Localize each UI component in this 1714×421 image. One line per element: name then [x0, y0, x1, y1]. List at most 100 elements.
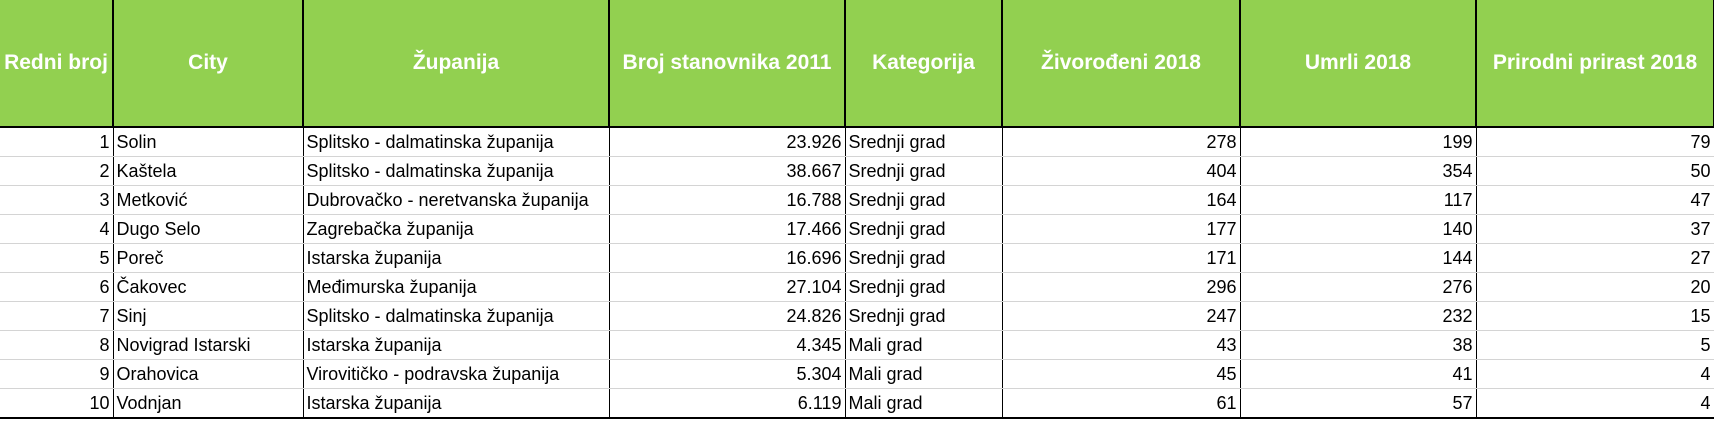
- table-cell: 7: [0, 301, 114, 331]
- table-cell: 8: [0, 330, 114, 360]
- table-cell: 61: [1002, 388, 1241, 419]
- table-cell: Dubrovačko - neretvanska županija: [303, 185, 610, 215]
- table-cell: 43: [1002, 330, 1241, 360]
- table-cell: 38: [1240, 330, 1477, 360]
- table-row: 2 Kaštela Splitsko - dalmatinska županija 3…: [0, 156, 1714, 186]
- table-cell: 57: [1240, 388, 1477, 419]
- table-row: 8 Novigrad Istarski Istarska županija 4.345…: [0, 330, 1714, 360]
- table-cell: 37: [1476, 214, 1714, 244]
- table-cell: Vodnjan: [113, 388, 304, 419]
- table-cell: 199: [1240, 127, 1477, 157]
- table-cell: Istarska županija: [303, 388, 610, 419]
- column-header: Prirodni prirast 2018: [1476, 0, 1714, 128]
- table-cell: 9: [0, 359, 114, 389]
- table-cell: 278: [1002, 127, 1241, 157]
- table-row: 6 Čakovec Međimurska županija 27.104 Srednji…: [0, 272, 1714, 302]
- table-cell: Srednji grad: [845, 127, 1003, 157]
- table-cell: 27.104: [609, 272, 846, 302]
- table-cell: Srednji grad: [845, 272, 1003, 302]
- table-cell: 296: [1002, 272, 1241, 302]
- table-cell: Čakovec: [113, 272, 304, 302]
- table-cell: Sinj: [113, 301, 304, 331]
- table-cell: 117: [1240, 185, 1477, 215]
- table-cell: 232: [1240, 301, 1477, 331]
- table-row: 4 Dugo Selo Zagrebačka županija 17.466 Sredn…: [0, 214, 1714, 244]
- table-row: 5 Poreč Istarska županija 16.696 Srednji gra…: [0, 243, 1714, 273]
- table-cell: 4: [1476, 388, 1714, 419]
- table-cell: Srednji grad: [845, 214, 1003, 244]
- table-cell: Metković: [113, 185, 304, 215]
- table-cell: 3: [0, 185, 114, 215]
- column-header: Kategorija: [845, 0, 1003, 128]
- table-cell: Kaštela: [113, 156, 304, 186]
- table-cell: Zagrebačka županija: [303, 214, 610, 244]
- column-header: Županija: [303, 0, 610, 128]
- table-cell: 171: [1002, 243, 1241, 273]
- column-header: Umrli 2018: [1240, 0, 1477, 128]
- table-cell: Mali grad: [845, 359, 1003, 389]
- table-cell: Dugo Selo: [113, 214, 304, 244]
- column-header: Broj stanovnika 2011: [609, 0, 846, 128]
- table-cell: Mali grad: [845, 388, 1003, 419]
- table-cell: 177: [1002, 214, 1241, 244]
- table-cell: 2: [0, 156, 114, 186]
- table-cell: 4: [0, 214, 114, 244]
- table-row: 9 Orahovica Virovitičko - podravska župani…: [0, 359, 1714, 389]
- table-body: 1 Solin Splitsko - dalmatinska županija 23.…: [0, 127, 1714, 419]
- table-cell: 79: [1476, 127, 1714, 157]
- table-cell: 27: [1476, 243, 1714, 273]
- table-cell: 5.304: [609, 359, 846, 389]
- table-cell: 16.696: [609, 243, 846, 273]
- table-cell: 4: [1476, 359, 1714, 389]
- table-cell: Orahovica: [113, 359, 304, 389]
- table-cell: Solin: [113, 127, 304, 157]
- column-header: City: [113, 0, 304, 128]
- table-cell: Srednji grad: [845, 243, 1003, 273]
- table-cell: 164: [1002, 185, 1241, 215]
- table-cell: Virovitičko - podravska županija: [303, 359, 610, 389]
- table-cell: 5: [1476, 330, 1714, 360]
- table-cell: Splitsko - dalmatinska županija: [303, 156, 610, 186]
- table-cell: 4.345: [609, 330, 846, 360]
- table-cell: 144: [1240, 243, 1477, 273]
- table-cell: 354: [1240, 156, 1477, 186]
- table-cell: 15: [1476, 301, 1714, 331]
- table-cell: 41: [1240, 359, 1477, 389]
- table-cell: 24.826: [609, 301, 846, 331]
- table-cell: 404: [1002, 156, 1241, 186]
- table-cell: Splitsko - dalmatinska županija: [303, 127, 610, 157]
- table-cell: 20: [1476, 272, 1714, 302]
- table-cell: Mali grad: [845, 330, 1003, 360]
- table-cell: 23.926: [609, 127, 846, 157]
- table-row: 1 Solin Splitsko - dalmatinska županija 23.…: [0, 127, 1714, 157]
- table-cell: 276: [1240, 272, 1477, 302]
- table-cell: 47: [1476, 185, 1714, 215]
- table-cell: Istarska županija: [303, 243, 610, 273]
- column-header: Redni broj: [0, 0, 114, 128]
- table-cell: 1: [0, 127, 114, 157]
- table-cell: 5: [0, 243, 114, 273]
- table-cell: 17.466: [609, 214, 846, 244]
- table-row: 7 Sinj Splitsko - dalmatinska županija 24.8…: [0, 301, 1714, 331]
- table-cell: Srednji grad: [845, 185, 1003, 215]
- table-cell: 247: [1002, 301, 1241, 331]
- table-cell: Istarska županija: [303, 330, 610, 360]
- table-cell: 16.788: [609, 185, 846, 215]
- table-cell: Srednji grad: [845, 156, 1003, 186]
- column-header: Živorođeni 2018: [1002, 0, 1241, 128]
- table-cell: 50: [1476, 156, 1714, 186]
- table-cell: 38.667: [609, 156, 846, 186]
- table-cell: Splitsko - dalmatinska županija: [303, 301, 610, 331]
- table-cell: 10: [0, 388, 114, 419]
- table-cell: 6.119: [609, 388, 846, 419]
- header-row: Redni broj City Županija Broj stanovnika 20…: [0, 0, 1714, 128]
- table-cell: Poreč: [113, 243, 304, 273]
- table-row: 10 Vodnjan Istarska županija 6.119 Mali grad…: [0, 388, 1714, 419]
- table-cell: 140: [1240, 214, 1477, 244]
- table-cell: 6: [0, 272, 114, 302]
- table-cell: Međimurska županija: [303, 272, 610, 302]
- table-row: 3 Metković Dubrovačko - neretvanska župani…: [0, 185, 1714, 215]
- table-cell: Novigrad Istarski: [113, 330, 304, 360]
